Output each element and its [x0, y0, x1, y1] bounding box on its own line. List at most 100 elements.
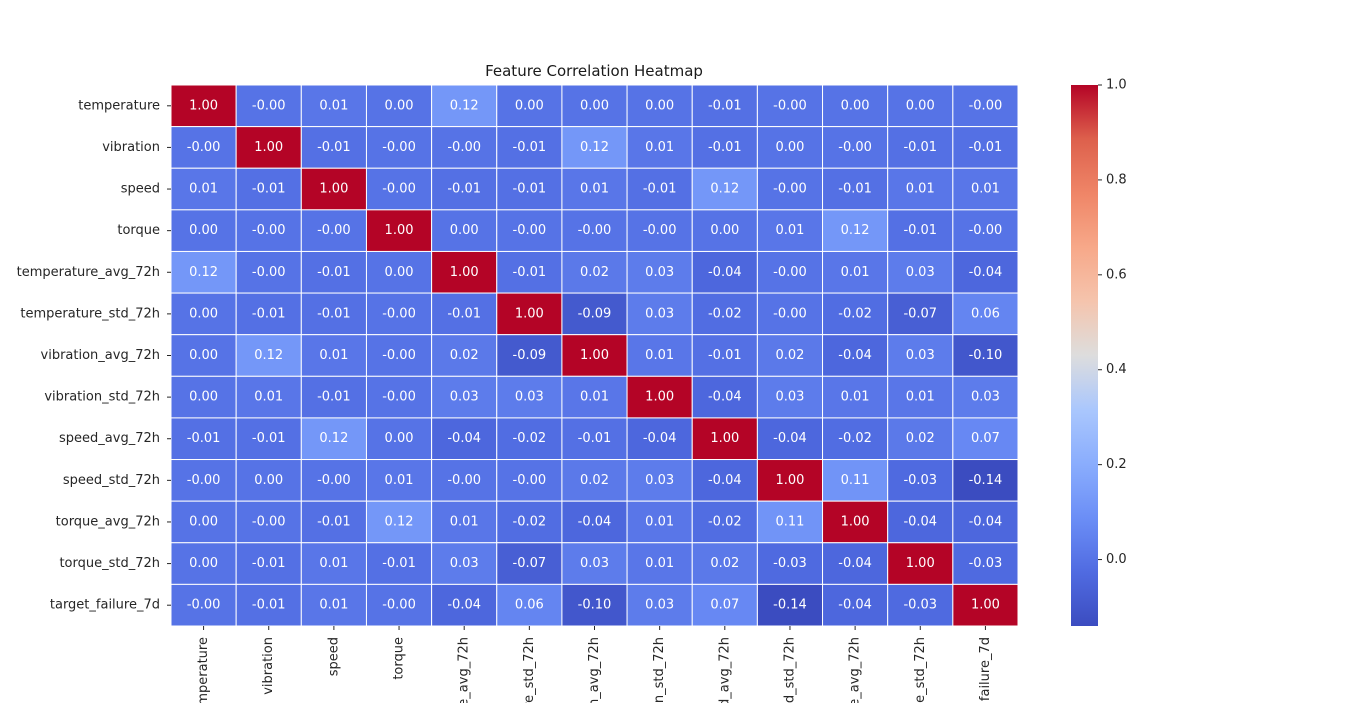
heatmap-cell-value: 0.07	[971, 431, 1000, 446]
y-axis-tick-label: vibration_avg_72h	[41, 348, 160, 363]
heatmap-cell-value: -0.14	[773, 598, 807, 613]
heatmap-cell	[626, 126, 693, 169]
heatmap-cell-value: -0.00	[773, 265, 807, 280]
heatmap-cell	[756, 167, 824, 211]
heatmap-cell	[952, 292, 1019, 336]
heatmap-cell	[561, 250, 628, 294]
heatmap-cell-value: 1.00	[385, 223, 414, 238]
heatmap-cell-value: 1.00	[515, 306, 544, 321]
heatmap-cell-value: 0.12	[254, 348, 283, 363]
colorbar-tick-label: 0.8	[1106, 172, 1127, 187]
heatmap-cell	[626, 84, 693, 128]
heatmap-cell-value: -0.00	[382, 306, 416, 321]
heatmap-cell-value: -0.03	[903, 598, 937, 613]
heatmap-cell-value: 0.01	[971, 182, 1000, 197]
heatmap-cell	[691, 417, 758, 461]
heatmap-cell-value: 0.01	[841, 390, 870, 405]
heatmap-cell	[887, 500, 954, 544]
heatmap-cell	[952, 375, 1019, 419]
heatmap-cell-value: 0.03	[906, 265, 935, 280]
heatmap-cell-value: -0.04	[903, 514, 937, 529]
heatmap-cell	[952, 542, 1019, 585]
heatmap-cell-value: 0.12	[189, 265, 218, 280]
heatmap-cell	[822, 542, 889, 585]
heatmap-cell-value: -0.02	[708, 514, 742, 529]
heatmap-cell-value: 0.00	[189, 306, 218, 321]
heatmap-cell-value: 0.06	[971, 306, 1000, 321]
heatmap-cell	[235, 459, 302, 502]
heatmap-cell-value: -0.04	[708, 473, 742, 488]
heatmap-cell-value: 0.01	[450, 514, 479, 529]
heatmap-cell-value: -0.00	[773, 98, 807, 113]
heatmap-cell	[952, 334, 1019, 377]
heatmap-cell-value: 0.11	[775, 514, 804, 529]
y-axis-tick-label: vibration	[102, 140, 160, 155]
heatmap-cell-value: -0.01	[382, 556, 416, 571]
heatmap-cell-value: 0.03	[775, 390, 804, 405]
y-axis-tick-labels: temperature vibration speed torque temperatu…	[17, 98, 171, 613]
heatmap-cell	[300, 84, 367, 128]
x-axis-tick-label: re_std_72h	[522, 637, 537, 703]
heatmap-cell	[496, 334, 563, 377]
heatmap-cell-value: 0.01	[645, 140, 674, 155]
heatmap-cell-value: 0.02	[580, 473, 609, 488]
heatmap-cell	[235, 167, 302, 211]
heatmap-cell-value: -0.01	[513, 182, 547, 197]
heatmap-cell-value: -0.01	[252, 182, 286, 197]
heatmap-cell	[170, 500, 237, 544]
heatmap-cell	[170, 167, 237, 211]
heatmap-cell-value: 1.00	[645, 390, 674, 405]
heatmap-cell-value: -0.01	[317, 306, 351, 321]
heatmap-cell	[300, 334, 367, 377]
heatmap-cell-value: 0.00	[515, 98, 544, 113]
heatmap-cell	[626, 375, 693, 419]
heatmap-cell-value: -0.04	[969, 514, 1003, 529]
heatmap-cell	[496, 583, 563, 627]
heatmap-cell-value: -0.01	[317, 514, 351, 529]
heatmap-cell	[561, 542, 628, 585]
heatmap-cell-value: 1.00	[580, 348, 609, 363]
heatmap-cell-value: -0.00	[773, 182, 807, 197]
heatmap-cell-value: -0.01	[903, 140, 937, 155]
heatmap-cell-value: -0.04	[773, 431, 807, 446]
x-axis-tick-label: e_avg_72h	[848, 637, 863, 703]
heatmap-cell	[887, 292, 954, 336]
heatmap-cell-value: -0.00	[513, 473, 547, 488]
y-axis-tick-label: torque_avg_72h	[56, 514, 160, 529]
y-axis-tick-label: target_failure_7d	[50, 598, 160, 613]
heatmap-cell-value: -0.01	[969, 140, 1003, 155]
heatmap-cell-value: -0.01	[317, 265, 351, 280]
heatmap-cell	[691, 500, 758, 544]
heatmap-cell-value: 0.11	[841, 473, 870, 488]
heatmap-cell-value: -0.01	[708, 140, 742, 155]
heatmap-cell-value: -0.01	[252, 431, 286, 446]
heatmap-cell	[235, 292, 302, 336]
heatmap-cell-value: -0.01	[447, 306, 481, 321]
y-axis-tick-label: torque	[117, 223, 160, 238]
heatmap-cell	[300, 250, 367, 294]
heatmap-cell-value: -0.00	[969, 98, 1003, 113]
heatmap-cell	[365, 209, 433, 252]
heatmap-cell	[952, 126, 1019, 169]
heatmap-cell-value: 0.00	[189, 223, 218, 238]
heatmap-cell-value: 0.00	[710, 223, 739, 238]
heatmap-cell	[952, 583, 1019, 627]
heatmap-cell-value: -0.04	[578, 514, 612, 529]
heatmap-cell	[822, 167, 889, 211]
heatmap-cell-value: 0.03	[645, 598, 674, 613]
heatmap-cell-value: -0.00	[578, 223, 612, 238]
heatmap-cell-value: -0.00	[187, 598, 221, 613]
heatmap-cell	[300, 417, 367, 461]
heatmap-cell-value: -0.10	[578, 598, 612, 613]
heatmap-cell-value: -0.00	[317, 223, 351, 238]
heatmap-cell-value: -0.01	[708, 98, 742, 113]
heatmap-cell-value: -0.00	[252, 98, 286, 113]
colorbar-tick-label: 1.0	[1106, 78, 1127, 93]
y-axis-tick-label: speed_avg_72h	[59, 431, 160, 446]
colorbar: 0.0 0.2 0.4 0.6 0.8 1.0	[1071, 78, 1127, 626]
heatmap-cell-value: 1.00	[710, 431, 739, 446]
x-axis-tick-label: n_std_72h	[652, 637, 667, 703]
heatmap-cell-value: -0.01	[252, 598, 286, 613]
heatmap-cell-value: 0.01	[645, 348, 674, 363]
heatmap-cell-value: -0.01	[317, 140, 351, 155]
